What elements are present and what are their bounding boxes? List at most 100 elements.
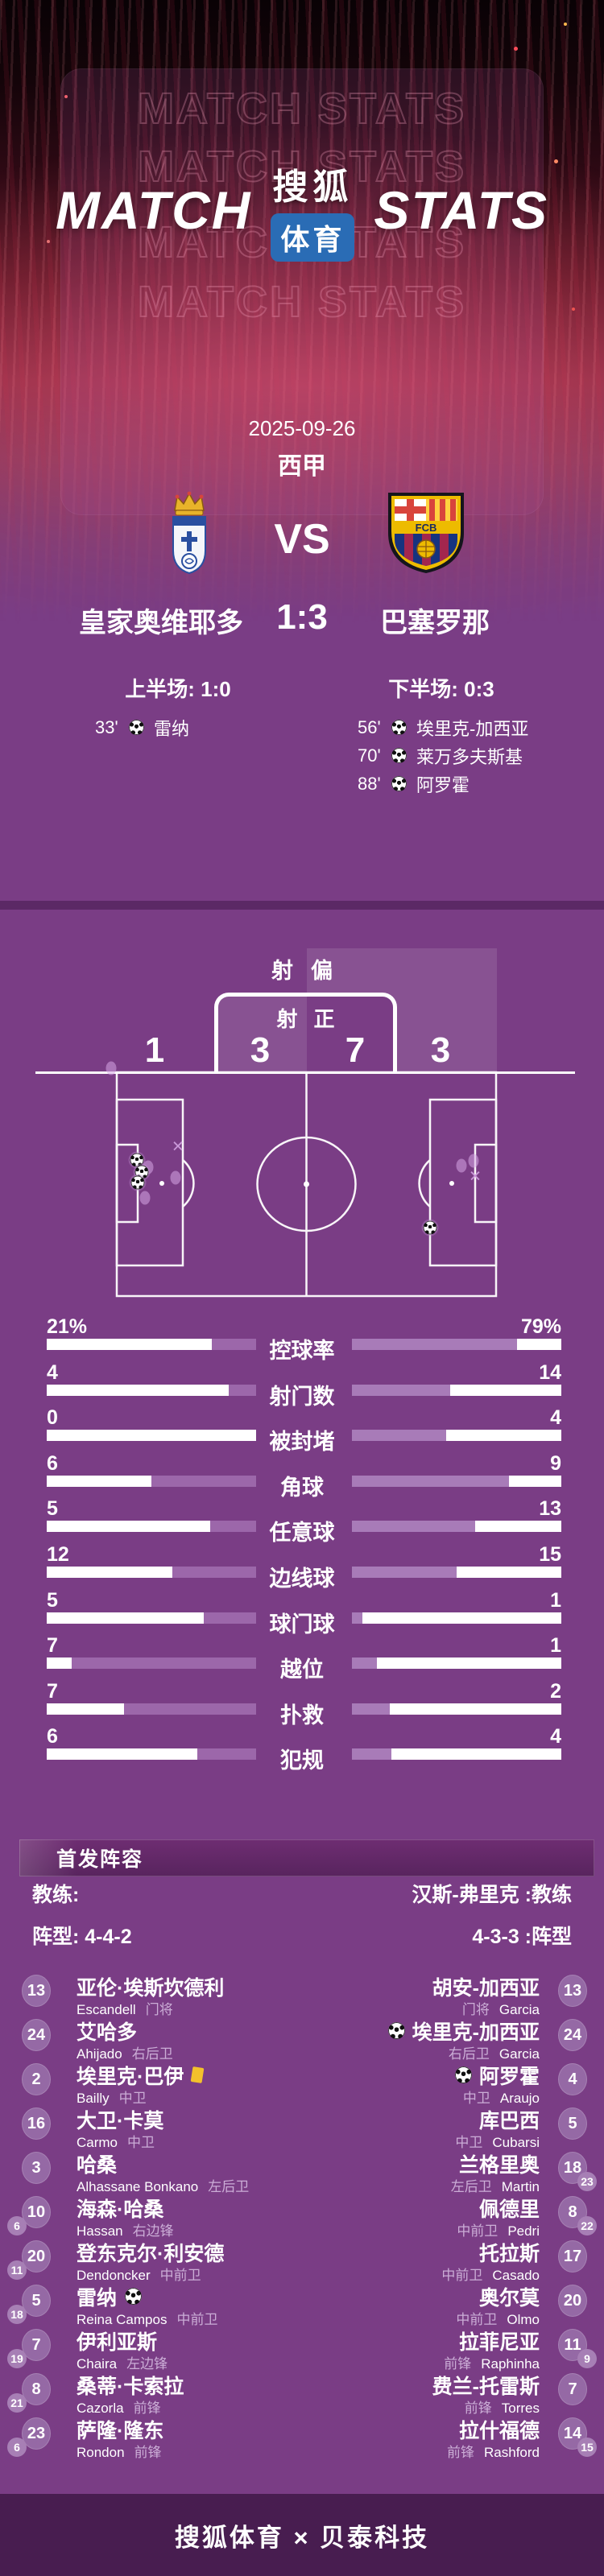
- away-stat-bar: [352, 1521, 561, 1533]
- player-roman-name: Chaira: [77, 2356, 118, 2372]
- player-name-line: 拉什福德: [459, 2417, 540, 2442]
- player-number-badge: 5: [558, 2107, 587, 2140]
- player-number-badge: 7: [558, 2373, 587, 2405]
- player-detail-line: Carmo 中卫: [77, 2131, 155, 2151]
- player-name-line: 佩德里: [479, 2195, 540, 2221]
- stat-label: 扑救: [280, 1703, 324, 1728]
- goal-box-left-highlight: [218, 997, 307, 1072]
- away-stat-bar-fill: [352, 1475, 509, 1487]
- away-stat-bar: [352, 1384, 561, 1396]
- player-roman-name: Rondon: [77, 2445, 125, 2460]
- player-number-badge: 24: [22, 2019, 51, 2051]
- player-name: 拉菲尼亚: [458, 2330, 540, 2354]
- goal-frame: [214, 993, 397, 1072]
- player-number-badge: 10: [22, 2196, 51, 2228]
- home-stat-bar: [47, 1339, 256, 1350]
- home-stat-bar-fill: [72, 1657, 256, 1670]
- substitute-number-badge: 23: [577, 2172, 597, 2191]
- stat-row: 5 13 任意球: [0, 1497, 604, 1545]
- home-stat-bar-fill: [197, 1748, 256, 1761]
- player-roman-name: Martin: [501, 2179, 540, 2194]
- player-name-line: 胡安-加西亚: [432, 1974, 540, 2000]
- player-roman-name: Casado: [492, 2268, 540, 2283]
- player-name-line: 萨隆·隆东: [77, 2417, 163, 2442]
- watermark-text: MATCH STATS: [137, 84, 466, 134]
- stat-label: 边线球: [269, 1566, 335, 1591]
- away-crest-initials: FCB: [416, 522, 437, 534]
- substitute-number-badge: 9: [577, 2349, 597, 2368]
- player-position: 左后卫: [450, 2179, 492, 2194]
- player-row: 23 6 萨隆·隆东 Rondon 前锋: [0, 2417, 604, 2461]
- stat-label: 越位: [280, 1657, 324, 1682]
- home-goal-list: 33' 雷纳: [95, 713, 189, 741]
- player-detail-line: Ahijado 右后卫: [77, 2042, 173, 2062]
- away-goal-list: 56' 埃里克-加西亚 70' 莱万多夫斯基 88' 阿罗霍: [358, 713, 528, 798]
- player-position: 中卫: [118, 2091, 147, 2106]
- away-stat-bar-fill: [352, 1566, 457, 1578]
- player-name-line: 桑蒂·卡索拉: [77, 2372, 184, 2398]
- away-stat-bar-fill: [352, 1384, 451, 1396]
- hero-overlay-card: [60, 68, 544, 515]
- player-name-line: 海森·哈桑: [77, 2195, 163, 2221]
- away-stat-bar: [352, 1703, 561, 1715]
- player-position: 中前卫: [159, 2268, 201, 2283]
- goal-scorer: 埃里克-加西亚: [416, 718, 529, 739]
- home-stat-bar: [47, 1703, 256, 1715]
- player-detail-line: 前锋 Torres: [465, 2396, 540, 2417]
- goal-football-icon: [454, 2066, 472, 2083]
- player-name-line: 库巴西: [479, 2107, 540, 2132]
- player-detail-line: Reina Campos 中前卫: [77, 2308, 217, 2328]
- home-stat-value: 7: [47, 1634, 58, 1657]
- goal-football-icon: [387, 2022, 405, 2039]
- home-stat-value: 6: [47, 1451, 58, 1475]
- player-name-line: 费兰-托雷斯: [432, 2372, 540, 2398]
- player-name-line: 艾哈多: [77, 2018, 137, 2044]
- hero-banner: MATCH STATS MATCH STATS MATCH STATS MATC…: [0, 0, 604, 906]
- title-stats: STATS: [374, 180, 548, 240]
- shot-marker: [170, 1170, 181, 1185]
- player-name-line: 雷纳: [77, 2284, 143, 2310]
- home-stat-value: 5: [47, 1497, 58, 1521]
- goal-row: 56' 埃里克-加西亚: [358, 713, 528, 741]
- home-shots-on-count: 3: [250, 1030, 271, 1070]
- player-name: 哈桑: [77, 2153, 118, 2177]
- home-shots-off-count: 1: [144, 1030, 165, 1070]
- player-detail-line: Rondon 前锋: [77, 2441, 162, 2461]
- player-name-line: 埃里克-加西亚: [387, 2018, 540, 2044]
- player-number-badge: 5: [22, 2285, 51, 2317]
- player-name: 桑蒂·卡索拉: [77, 2375, 184, 2398]
- goal-row: 70' 莱万多夫斯基: [358, 741, 528, 770]
- substitute-number-badge: 11: [7, 2260, 27, 2280]
- home-stat-bar-fill: [204, 1612, 256, 1624]
- player-row: 8 22 佩德里 中前卫 Pedri: [0, 2195, 604, 2240]
- player-roman-name: Garcia: [499, 2046, 540, 2062]
- shots-off-char: 射: [271, 959, 293, 983]
- player-number-badge: 17: [558, 2240, 587, 2273]
- home-stat-bar: [47, 1748, 256, 1761]
- lineup-section-header: 首发阵容: [19, 1839, 594, 1876]
- player-position: 中前卫: [456, 2312, 498, 2327]
- stat-label: 射门数: [269, 1384, 335, 1409]
- sparkle-decoration: [572, 308, 575, 311]
- player-position: 前锋: [133, 2401, 161, 2416]
- player-name-line: 托拉斯: [479, 2240, 540, 2265]
- footer-text: 搜狐体育 × 贝泰科技: [174, 2523, 430, 2552]
- player-name: 兰格里奥: [458, 2153, 540, 2177]
- player-name: 库巴西: [478, 2109, 540, 2132]
- football-icon: [391, 776, 407, 791]
- home-team-name: 皇家奥维耶多: [79, 608, 243, 638]
- substitute-number-badge: 19: [7, 2349, 27, 2368]
- home-stat-value: 6: [47, 1725, 58, 1748]
- home-stat-bar-fill: [229, 1384, 256, 1396]
- home-stat-bar: [47, 1430, 256, 1442]
- goal-minute: 88': [358, 773, 381, 794]
- home-stat-bar-fill: [212, 1339, 256, 1350]
- away-stat-value: 1: [550, 1634, 561, 1657]
- player-row: 3 哈桑 Alhassane Bonkano 左后卫: [0, 2151, 604, 2195]
- goal-football-icon: [125, 2288, 143, 2305]
- football-icon: [129, 720, 144, 735]
- player-number-badge: 24: [558, 2019, 587, 2051]
- stat-row: 0 4 被封堵: [0, 1406, 604, 1454]
- sparkle-decoration: [554, 159, 558, 163]
- sohu-sports-logo: 搜狐 体育: [271, 158, 355, 262]
